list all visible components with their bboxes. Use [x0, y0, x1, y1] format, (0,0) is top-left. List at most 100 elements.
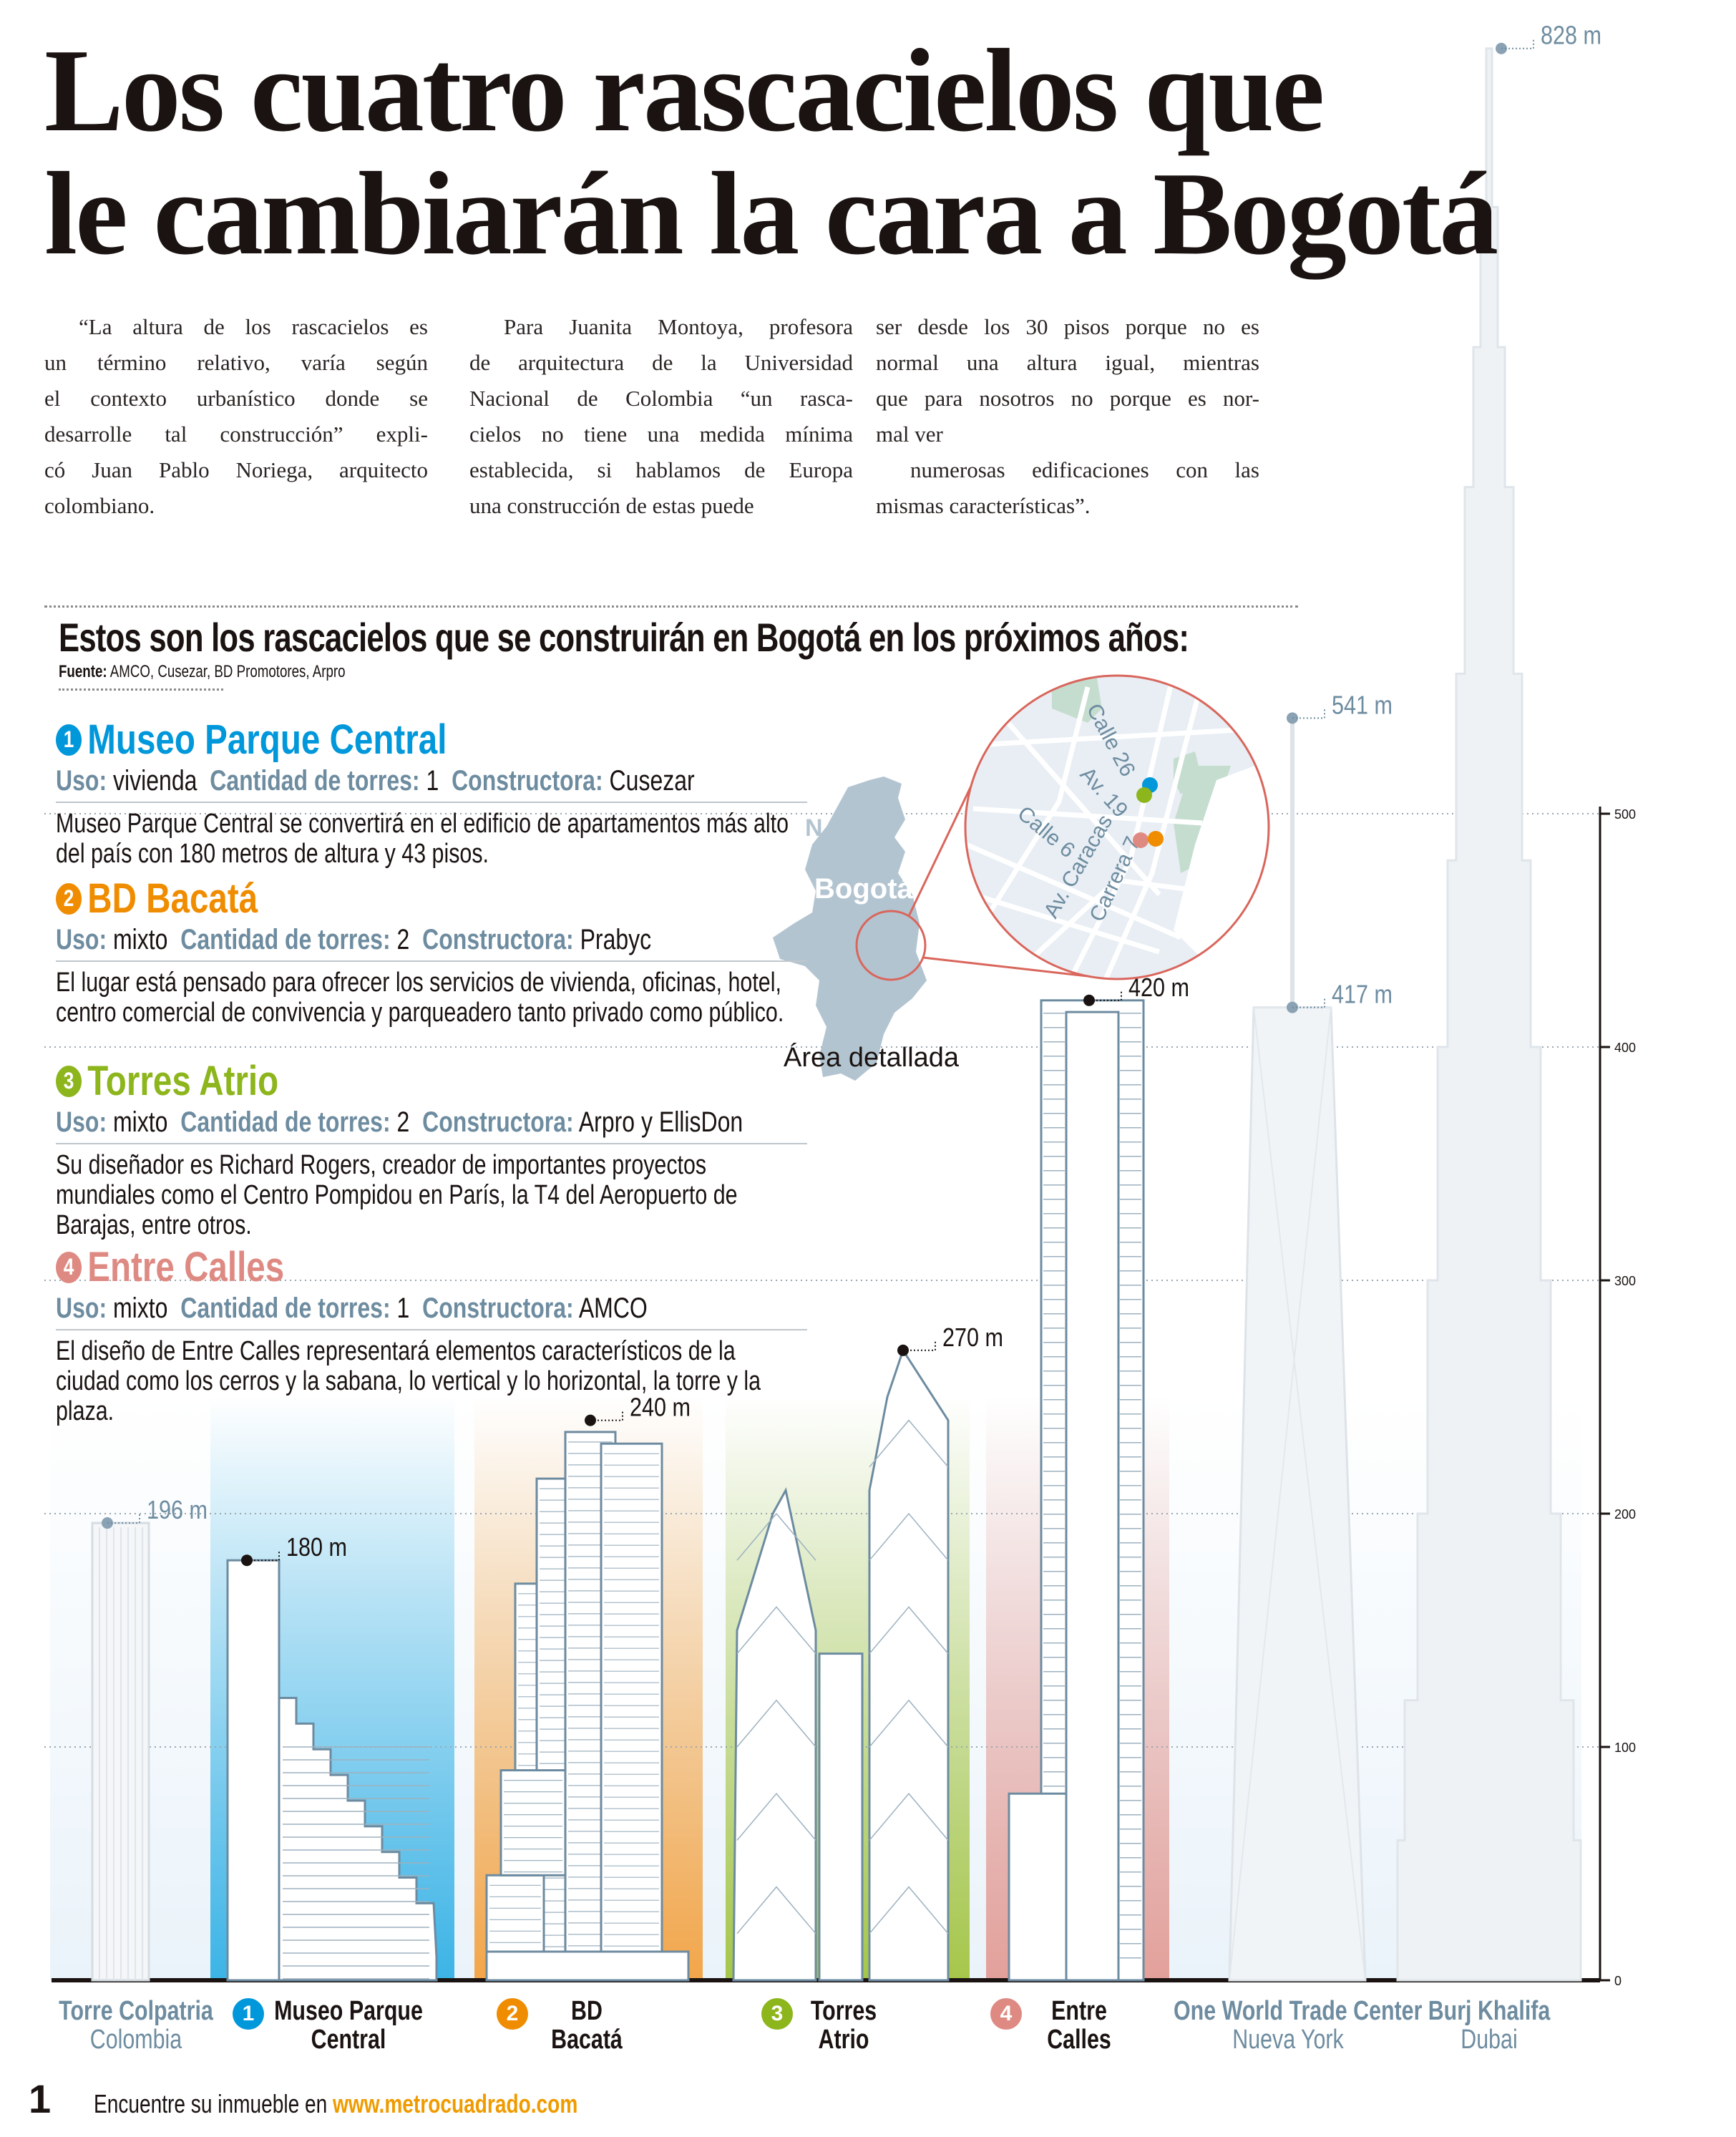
constructora-value: AMCO — [578, 1293, 648, 1324]
facade-diagonal — [736, 1512, 816, 1561]
uso-label: Uso: — [56, 765, 107, 797]
project-heading: 1 Museo Parque Central — [56, 716, 672, 764]
facade-diagonal — [869, 1512, 949, 1561]
height-label: 240 m — [630, 1393, 691, 1422]
height-label: 270 m — [942, 1324, 1003, 1353]
intro-line: el contexto urbanístico donde se — [44, 386, 428, 411]
building-name: Central — [311, 2025, 386, 2055]
intro-line: numerosas edificaciones con las — [910, 457, 1259, 482]
divider — [56, 802, 807, 803]
facade-diagonal — [736, 1886, 816, 1934]
source-divider — [59, 688, 223, 691]
number-badge: 4 — [990, 1998, 1022, 2030]
height-label: 541 m — [1332, 691, 1393, 720]
uso-label: Uso: — [56, 924, 107, 955]
torres-atrio-south-tower — [868, 1348, 950, 1982]
facade-diagonal — [869, 1606, 949, 1655]
intro-line: Nacional de Colombia “un rasca- — [469, 386, 853, 411]
building-name: Museo Parque — [274, 1996, 423, 2026]
bd-bacata-tower — [600, 1442, 663, 1982]
project-meta: Uso: mixto Cantidad de torres: 2 Constru… — [56, 924, 657, 956]
constructora-label: Constructora: — [422, 1106, 574, 1138]
bd-bacata-tower — [499, 1769, 567, 1876]
uso-value: mixto — [113, 924, 168, 955]
museo-parque-central-tower — [226, 1559, 281, 1982]
height-leader — [1089, 991, 1122, 1001]
axis-tick-label: 200 — [1614, 1507, 1636, 1522]
height-label: 828 m — [1541, 21, 1601, 50]
torres-atrio-low-block — [818, 1652, 864, 1982]
intro-line: ser desde los 30 pisos porque no es — [876, 314, 1259, 339]
intro-line: mismas características”. — [876, 493, 1091, 518]
axis-tick-label: 300 — [1614, 1274, 1636, 1288]
intro-line: establecida, si hablamos de Europa — [469, 457, 853, 482]
building-location: Nueva York — [1232, 2025, 1344, 2055]
intro-line: un término relativo, varía según — [44, 350, 428, 375]
roof-height-label: 417 m — [1332, 980, 1393, 1009]
building-label: BD Bacatá — [472, 1997, 701, 2054]
entre-calles-core — [1065, 1011, 1120, 1982]
uso-value: mixto — [113, 1293, 168, 1324]
burj-khalifa-building — [1396, 47, 1582, 1982]
facade-diagonal — [736, 1699, 816, 1748]
intro-line: mal ver — [876, 422, 943, 447]
project-meta: Uso: mixto Cantidad de torres: 1 Constru… — [56, 1293, 657, 1325]
building-name: Entre — [1051, 1996, 1107, 2026]
constructora-value: Cusezar — [609, 765, 695, 797]
building-name: Torres — [810, 1996, 877, 2026]
title-line-1: Los cuatro rascacielos que — [44, 24, 1325, 156]
divider — [56, 960, 807, 962]
source-label: Fuente: — [59, 662, 107, 681]
height-leader — [1292, 998, 1325, 1008]
number-badge: 4 — [56, 1251, 82, 1283]
project-2: 2 BD Bacatá Uso: mixto Cantidad de torres… — [56, 875, 807, 1028]
intro-line: de arquitectura de la Universidad — [469, 350, 853, 375]
divider — [56, 1329, 807, 1330]
bd-bacata-podium — [485, 1950, 690, 1982]
section-subtitle: Estos son los rascacielos que se constru… — [59, 615, 1189, 660]
building-name: Bacatá — [551, 2025, 623, 2055]
project-name: BD Bacatá — [87, 875, 258, 922]
footer-link[interactable]: www.metrocuadrado.com — [333, 2089, 578, 2118]
project-name: Torres Atrio — [87, 1058, 279, 1104]
project-description: Museo Parque Central se convertirá en el… — [56, 809, 789, 869]
building-label: Entre Calles — [965, 1997, 1194, 2054]
bogota-silhouette — [773, 777, 927, 1081]
intro-line: normal una altura igual, mientras — [876, 350, 1259, 375]
torres-label: Cantidad de torres: — [180, 1293, 391, 1324]
number-badge: 2 — [56, 882, 82, 915]
map-city-label: Bogotá — [814, 873, 914, 905]
divider — [56, 1143, 807, 1144]
number-badge: 1 — [56, 724, 82, 756]
building-label: Museo Parque Central — [234, 1997, 463, 2054]
divider — [44, 605, 1298, 608]
facade-diagonal — [869, 1886, 949, 1934]
project-description: El diseño de Entre Calles representará e… — [56, 1336, 761, 1426]
torres-label: Cantidad de torres: — [180, 1106, 391, 1138]
number-badge: 3 — [761, 1998, 793, 2030]
intro-line: que para nosotros no porque es nor- — [876, 386, 1259, 411]
uso-value: mixto — [113, 1106, 168, 1138]
uso-label: Uso: — [56, 1106, 107, 1138]
uso-label: Uso: — [56, 1293, 107, 1324]
constructora-label: Constructora: — [422, 924, 574, 955]
detail-area-label: Área detallada — [784, 1042, 960, 1073]
number-badge: 3 — [56, 1065, 82, 1097]
page-title: Los cuatro rascacielos que le cambiarán … — [44, 24, 1498, 275]
torres-label: Cantidad de torres: — [180, 924, 391, 955]
torres-atrio-north-tower — [732, 1487, 817, 1982]
one-wtc-building — [1228, 1006, 1367, 1982]
intro-column-2: Para Juanita Montoya, profesora de arquit… — [469, 309, 853, 524]
number-badge: 1 — [233, 1998, 264, 2030]
building-location: Colombia — [89, 2025, 182, 2055]
building-label: Torres Atrio — [729, 1997, 958, 2054]
building-name: Burj Khalifa — [1428, 1996, 1551, 2026]
project-meta: Uso: vivienda Cantidad de torres: 1 Cons… — [56, 765, 695, 797]
intro-line: “La altura de los rascacielos es — [79, 314, 428, 339]
height-leader — [590, 1411, 623, 1421]
intro-line: colombiano. — [44, 493, 155, 518]
facade-diagonal — [736, 1606, 816, 1655]
detail-area-marker — [855, 910, 927, 981]
building-name: BD — [571, 1996, 603, 2026]
